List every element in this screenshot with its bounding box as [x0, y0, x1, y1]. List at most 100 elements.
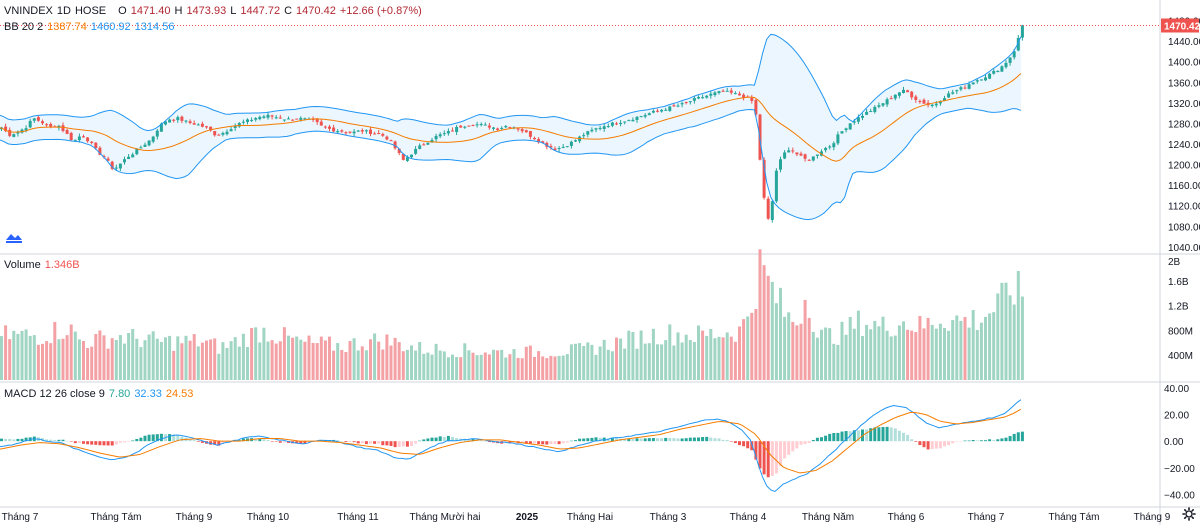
volume-bar — [721, 337, 725, 380]
volume-bar — [889, 336, 893, 380]
candle-body — [742, 94, 746, 98]
macd-histogram-bar — [590, 437, 594, 442]
volume-bar — [1000, 282, 1004, 380]
macd-histogram-bar — [692, 437, 696, 442]
volume-bar — [319, 336, 323, 380]
candle-body — [733, 93, 737, 95]
candle-body — [82, 136, 85, 138]
candle-body — [135, 149, 139, 155]
macd-histogram-bar — [192, 440, 196, 442]
volume-bar — [684, 334, 688, 380]
volume-bar — [422, 353, 426, 380]
macd-histogram-bar — [336, 440, 340, 442]
candle-body — [237, 122, 241, 127]
volume-bar — [217, 353, 221, 380]
candle-body — [45, 124, 49, 126]
volume-bar — [291, 337, 295, 380]
candle-body — [430, 139, 434, 143]
candle-body — [779, 159, 782, 170]
volume-name[interactable]: Volume — [4, 259, 41, 271]
volume-bar — [623, 348, 627, 380]
macd-histogram-bar — [774, 441, 778, 474]
macd-histogram-bar — [442, 436, 446, 442]
candle-body — [947, 93, 951, 98]
macd-histogram-bar — [553, 441, 557, 445]
price-tick-label: 1200.00 — [1168, 161, 1200, 172]
volume-bar — [61, 338, 65, 380]
volume-bar — [705, 335, 709, 380]
volume-bar — [442, 351, 446, 380]
macd-histogram-bar — [1020, 431, 1024, 442]
volume-bar — [438, 350, 442, 380]
macd-histogram-bar — [225, 441, 229, 443]
volume-bar — [213, 338, 217, 380]
symbol-name[interactable]: VNINDEX — [4, 5, 53, 17]
macd-histogram-bar — [1008, 436, 1012, 442]
tradingview-logo-icon[interactable] — [5, 230, 23, 244]
macd-histogram-bar — [385, 441, 389, 446]
volume-bar — [774, 303, 778, 380]
macd-histogram-bar — [86, 441, 90, 445]
candle-body — [717, 91, 721, 94]
volume-bar — [512, 349, 516, 380]
volume-legend: Volume 1.346B — [4, 258, 80, 272]
macd-histogram-bar — [123, 441, 126, 443]
candle-body — [848, 123, 852, 130]
macd-histogram-bar — [934, 441, 938, 449]
volume-bar — [676, 332, 680, 380]
candle-body — [246, 119, 249, 122]
volume-bar — [410, 345, 413, 380]
candle-body — [385, 136, 389, 140]
candle-body — [332, 127, 336, 132]
volume-bar — [4, 325, 8, 380]
settings-gear-icon[interactable] — [1182, 507, 1196, 521]
candle-body — [291, 119, 295, 121]
macd-histogram-bar — [69, 441, 73, 442]
symbol-legend: VNINDEX 1D HOSE O 1471.40 H 1473.93 L 1447.… — [4, 4, 422, 18]
volume-bar — [455, 357, 459, 380]
macd-histogram-bar — [725, 439, 729, 442]
macd-histogram-bar — [61, 439, 65, 442]
price-tick-label: 1320.00 — [1168, 99, 1200, 110]
volume-tick-label: 800M — [1168, 326, 1193, 337]
macd-histogram-bar — [754, 441, 758, 460]
macd-histogram-bar — [102, 441, 106, 446]
bb-name[interactable]: BB 20 2 — [4, 21, 44, 33]
macd-histogram-bar — [418, 440, 422, 442]
candle-body — [282, 119, 286, 121]
volume-bar — [824, 327, 828, 380]
macd-histogram-bar — [176, 435, 180, 442]
volume-bar — [0, 336, 3, 380]
volume-bar — [430, 354, 434, 380]
candle-body — [660, 109, 664, 112]
candle-body — [938, 101, 942, 104]
volume-bar — [41, 343, 44, 380]
volume-bar — [807, 317, 811, 380]
macd-histogram-bar — [209, 441, 213, 445]
candle-body — [258, 116, 262, 120]
macd-histogram-bar — [992, 440, 996, 442]
candle-body — [541, 141, 545, 143]
candle-body — [438, 134, 442, 137]
candle-body — [110, 161, 114, 169]
interval-label[interactable]: 1D — [56, 5, 71, 17]
volume-bar — [471, 352, 475, 380]
candle-body — [41, 121, 44, 124]
volume-bar — [237, 346, 241, 380]
macd-signal-line — [0, 408, 1022, 474]
macd-histogram-bar — [110, 441, 114, 446]
candle-body — [647, 113, 651, 116]
macd-histogram-bar — [274, 441, 278, 442]
volume-value: 1.346B — [44, 259, 80, 271]
macd-histogram-bar — [8, 438, 12, 442]
candle-body — [631, 119, 635, 122]
macd-name[interactable]: MACD 12 26 close 9 — [4, 388, 105, 400]
macd-histogram-bar — [684, 438, 688, 442]
candle-body — [984, 77, 987, 81]
macd-histogram-bar — [574, 440, 577, 442]
volume-bar — [57, 339, 61, 380]
volume-bar — [906, 329, 910, 380]
candle-body — [471, 124, 475, 126]
